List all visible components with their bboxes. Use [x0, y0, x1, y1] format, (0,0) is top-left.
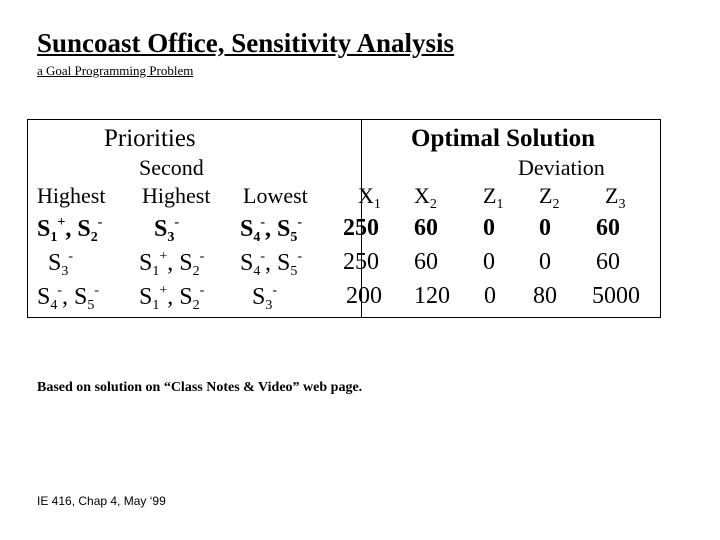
z2-base: Z: [539, 183, 553, 208]
row2-x2: 60: [414, 249, 438, 275]
z1-base: Z: [483, 183, 497, 208]
deviation-header: Deviation: [518, 155, 605, 180]
row2-z1: 0: [483, 249, 495, 275]
z3-base: Z: [605, 183, 619, 208]
col-z1: Z1: [483, 185, 503, 212]
optimal-solution-header: Optimal Solution: [411, 125, 596, 152]
row2-z2: 0: [539, 249, 551, 275]
z2-sub: 2: [552, 197, 560, 212]
row2-x1: 250: [343, 249, 379, 275]
row1-x2: 60: [414, 215, 438, 241]
row1-highest: S1+, S2-: [37, 215, 103, 245]
slide-title: Suncoast Office, Sensitivity Analysis: [37, 28, 455, 58]
slide-subtitle: a Goal Programming Problem: [37, 63, 194, 78]
table-divider: [361, 120, 362, 317]
col-z2: Z2: [539, 185, 559, 212]
slide-footer: IE 416, Chap 4, May ‘99: [37, 494, 166, 508]
row2-second: S1+, S2-: [139, 249, 205, 279]
col-second-highest: Highest: [142, 183, 211, 208]
x2-sub: 2: [429, 197, 437, 212]
second-header-top: Second: [139, 155, 204, 180]
row3-x2: 120: [414, 283, 450, 309]
row3-second: S1+, S2-: [139, 283, 205, 313]
row1-lowest: S4-, S5-: [240, 215, 303, 245]
row1-x1: 250: [343, 215, 379, 241]
row2-highest: S3-: [48, 249, 74, 279]
x1-sub: 1: [373, 197, 381, 212]
row3-highest: S4-, S5-: [37, 283, 100, 313]
sensitivity-table: Priorities Optimal Solution Second Devia…: [27, 119, 661, 318]
row2-z3: 60: [596, 249, 620, 275]
x1-base: X: [358, 183, 374, 208]
row3-z1: 0: [484, 283, 496, 309]
col-lowest: Lowest: [243, 183, 308, 208]
row2-lowest: S4-, S5-: [240, 249, 303, 279]
row1-z1: 0: [483, 215, 495, 241]
row1-z2: 0: [539, 215, 551, 241]
row1-z3: 60: [596, 215, 620, 241]
priorities-header: Priorities: [104, 125, 196, 152]
row1-second: S3-: [154, 215, 180, 245]
source-note: Based on solution on “Class Notes & Vide…: [37, 380, 363, 395]
col-z3: Z3: [605, 185, 625, 212]
col-x1: X1: [358, 185, 381, 212]
z3-sub: 3: [618, 197, 626, 212]
row3-z2: 80: [533, 283, 557, 309]
z1-sub: 1: [496, 197, 504, 212]
row3-z3: 5000: [592, 283, 640, 309]
col-x2: X2: [414, 185, 437, 212]
x2-base: X: [414, 183, 430, 208]
col-highest: Highest: [37, 183, 106, 208]
row3-lowest: S3-: [252, 283, 278, 313]
row3-x1: 200: [346, 283, 382, 309]
